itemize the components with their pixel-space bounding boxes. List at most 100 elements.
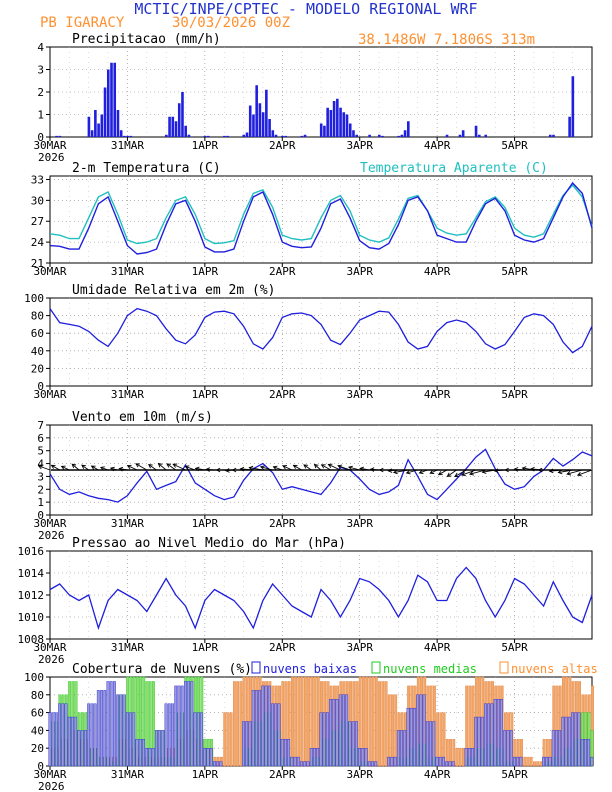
wind-arrow — [127, 465, 138, 471]
cloud-bar-nuvens-baixas — [71, 716, 74, 767]
cloud-bar-nuvens-baixas — [342, 694, 345, 767]
cloud-bar-nuvens-baixas — [313, 748, 316, 767]
precip-bar — [403, 130, 407, 137]
cloud-bar-nuvens-baixas — [584, 739, 587, 767]
precip-bar — [458, 134, 462, 137]
cloud-bar-nuvens-baixas — [474, 716, 478, 767]
wind-arrow-head — [135, 463, 141, 468]
cloud-bar-nuvens-baixas — [509, 730, 513, 767]
cloud-bar-nuvens-baixas — [180, 685, 184, 767]
cloud-legend-swatch — [499, 661, 509, 674]
panel-clouds: 0 20 40 60 80 100 30MAR 31MAR 1APR 2APR 3APR 4APR 5A… — [24, 661, 598, 792]
wind-arrow-head — [461, 471, 466, 477]
wind-arrow-head — [392, 469, 398, 475]
cloud-bar-nuvens-altas — [523, 756, 527, 767]
precip-bar — [261, 112, 265, 137]
x-tick-label: 2APR — [269, 139, 296, 152]
cloud-bar-nuvens-altas — [297, 676, 301, 767]
wind-arrow — [438, 469, 448, 476]
cloud-bar-nuvens-baixas — [280, 739, 284, 767]
y-tick-label: 40 — [31, 724, 44, 737]
x-tick-label: 2APR — [269, 768, 296, 781]
wind-arrow-head — [71, 463, 77, 469]
precip-bar — [381, 135, 384, 137]
precip-bar — [352, 130, 355, 137]
wind-arrow — [166, 463, 177, 471]
precip-bar — [226, 135, 229, 137]
wind-arrow-head — [60, 465, 66, 470]
y-tick-label: 30 — [31, 194, 44, 207]
wind-arrow-head — [292, 464, 298, 469]
cloud-bar-nuvens-baixas — [190, 681, 194, 767]
wind-arrow — [61, 465, 70, 471]
cloud-bar-nuvens-baixas — [196, 712, 200, 767]
wind-arrow — [454, 469, 467, 477]
precip-bar — [548, 134, 552, 137]
cloud-bar-nuvens-baixas — [354, 721, 358, 767]
cloud-bar-nuvens-baixas — [496, 699, 500, 767]
y-tick-label: 1014 — [18, 567, 45, 580]
wind-arrow — [282, 465, 293, 471]
cloud-bar-nuvens-altas — [384, 681, 388, 767]
cloud-bar-nuvens-baixas — [409, 707, 413, 767]
precip-bar — [281, 135, 284, 137]
cloud-bar-nuvens-baixas — [174, 685, 178, 767]
y-tick-label: 1016 — [18, 545, 45, 558]
cloud-bar-nuvens-altas — [368, 676, 372, 767]
cloud-bar-nuvens-baixas — [113, 681, 116, 767]
cloud-bar-nuvens-baixas — [445, 761, 449, 767]
wind-arrow-head — [446, 472, 452, 477]
x-tick-label: 30MAR — [33, 517, 66, 530]
precip-bar — [377, 134, 381, 137]
y-tick-label: 80 — [31, 310, 44, 323]
precip-bar — [326, 107, 329, 137]
cloud-bar-nuvens-altas — [236, 681, 240, 767]
x-tick-label: 31MAR — [111, 517, 144, 530]
wind-arrow — [38, 465, 51, 471]
x-tick-label: 3APR — [346, 641, 373, 654]
precip-bar — [87, 116, 91, 137]
cloud-bar-nuvens-baixas — [316, 748, 320, 767]
x-tick-label: 2APR — [269, 517, 296, 530]
precip-bar — [323, 125, 326, 137]
wind-arrow-head — [454, 472, 460, 477]
cloud-bar-nuvens-altas — [458, 748, 462, 767]
precip-bar — [168, 116, 171, 137]
precip-bar — [110, 62, 113, 137]
cloud-bar-nuvens-baixas — [493, 699, 497, 767]
cloud-bar-nuvens-baixas — [193, 712, 197, 767]
cloud-bar-nuvens-baixas — [390, 756, 394, 767]
x-tick-label: 5APR — [501, 265, 528, 278]
cloud-bar-nuvens-baixas — [64, 703, 68, 767]
wind-arrow — [110, 467, 118, 471]
cloud-bar-nuvens-baixas — [413, 707, 416, 767]
wind-arrow — [566, 469, 583, 475]
y-tick-label: 60 — [31, 707, 44, 720]
x-tick-label: 5APR — [501, 139, 528, 152]
precip-bar — [332, 101, 336, 137]
wind-arrow — [314, 464, 322, 471]
wind-arrow — [51, 464, 60, 471]
cloud-bar-nuvens-baixas — [484, 703, 487, 767]
cloud-bar-nuvens-baixas — [477, 716, 481, 767]
y-tick-label: 80 — [31, 689, 44, 702]
x-tick-label: 2APR — [269, 641, 296, 654]
wind-arrow — [406, 469, 418, 474]
precip-bar — [94, 110, 97, 137]
cloud-bar-nuvens-baixas — [290, 756, 294, 767]
wind-arrow-head — [513, 467, 519, 472]
cloud-bar-nuvens-baixas — [300, 761, 303, 767]
wind-arrow-head — [481, 469, 487, 474]
cloud-bar-nuvens-baixas — [164, 703, 168, 767]
cloud-bar-nuvens-baixas — [303, 761, 307, 767]
cloud-bar-nuvens-baixas — [80, 730, 84, 767]
cloud-bar-nuvens-baixas — [467, 748, 471, 767]
cloud-bar-nuvens-baixas — [48, 712, 52, 767]
wind-arrow — [119, 468, 128, 471]
x-tick-label: 3APR — [346, 265, 373, 278]
x-tick-label: 4APR — [424, 517, 451, 530]
cloud-bar-nuvens-baixas — [58, 703, 61, 767]
precip-bar — [206, 135, 210, 137]
cloud-bar-nuvens-baixas — [577, 712, 581, 767]
cloud-bar-nuvens-altas — [300, 676, 304, 767]
